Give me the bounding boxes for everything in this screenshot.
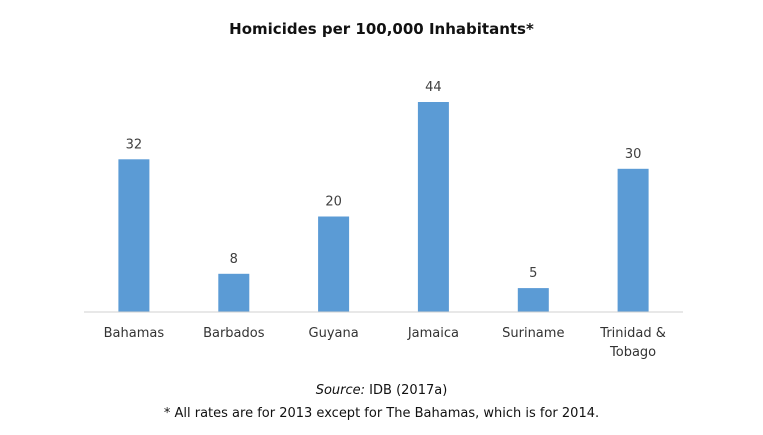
x-tick-label-1: Barbados <box>203 326 265 341</box>
data-label-5: 30 <box>625 147 642 162</box>
data-labels-group: 32 8 20 44 5 30 <box>126 80 642 281</box>
bar-3 <box>417 102 449 312</box>
x-tick-label-5-line-0: Trinidad & <box>599 326 666 341</box>
bar-0 <box>118 159 150 312</box>
data-label-4: 5 <box>529 266 537 281</box>
x-tick-label-3: Jamaica <box>407 326 459 341</box>
footnote: * All rates are for 2013 except for The … <box>163 406 600 421</box>
bars-group <box>118 102 649 312</box>
data-label-1: 8 <box>230 252 238 267</box>
bar-5 <box>617 168 649 312</box>
x-tick-label-5-line-1: Tobago <box>609 345 656 360</box>
bar-4 <box>517 288 549 312</box>
x-tick-label-2: Guyana <box>309 326 359 341</box>
tick-labels-group: Bahamas Barbados Guyana Jamaica Suriname Trin… <box>104 326 666 360</box>
data-label-3: 44 <box>425 80 442 95</box>
x-tick-label-0: Bahamas <box>104 326 165 341</box>
bar-1 <box>218 273 250 312</box>
data-label-0: 32 <box>126 137 143 152</box>
source-text: IDB (2017a) <box>365 383 448 398</box>
chart-title: Homicides per 100,000 Inhabitants* <box>229 20 534 38</box>
x-tick-label-4: Suriname <box>502 326 564 341</box>
data-label-2: 20 <box>325 195 342 210</box>
source-line: Source: IDB (2017a) <box>0 383 763 398</box>
bar-2 <box>318 216 350 312</box>
source-prefix: Source: <box>315 383 366 398</box>
